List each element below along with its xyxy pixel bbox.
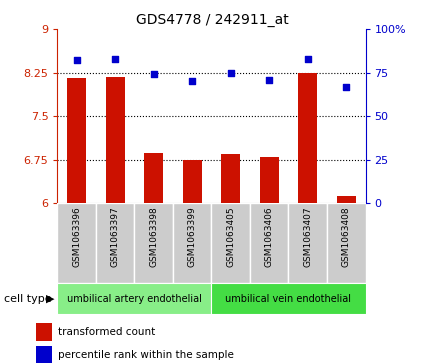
Bar bbox=[96, 203, 134, 283]
Text: percentile rank within the sample: percentile rank within the sample bbox=[58, 350, 234, 360]
Text: GSM1063407: GSM1063407 bbox=[303, 207, 312, 267]
Bar bbox=[67, 78, 86, 203]
Point bbox=[112, 56, 119, 62]
Point bbox=[150, 72, 157, 77]
Point bbox=[189, 78, 196, 84]
Point bbox=[304, 56, 311, 62]
Bar bbox=[260, 158, 279, 203]
Point bbox=[343, 83, 350, 89]
Bar bbox=[221, 155, 240, 203]
Bar bbox=[250, 203, 289, 283]
Bar bbox=[289, 203, 327, 283]
Bar bbox=[57, 203, 96, 283]
Point bbox=[266, 77, 272, 82]
Text: GSM1063396: GSM1063396 bbox=[72, 207, 81, 267]
Bar bbox=[211, 283, 366, 314]
Text: GSM1063406: GSM1063406 bbox=[265, 207, 274, 267]
Text: ▶: ▶ bbox=[46, 294, 54, 303]
Bar bbox=[337, 196, 356, 203]
Point bbox=[227, 70, 234, 76]
Text: GSM1063397: GSM1063397 bbox=[110, 207, 120, 267]
Bar bbox=[173, 203, 211, 283]
Text: cell type: cell type bbox=[4, 294, 52, 303]
Bar bbox=[105, 77, 125, 203]
Bar bbox=[298, 73, 317, 203]
Bar bbox=[134, 203, 173, 283]
Bar bbox=[144, 153, 163, 203]
Bar bbox=[327, 203, 366, 283]
Point bbox=[73, 57, 80, 63]
Text: GSM1063398: GSM1063398 bbox=[149, 207, 158, 267]
Text: GDS4778 / 242911_at: GDS4778 / 242911_at bbox=[136, 13, 289, 27]
Bar bbox=[36, 323, 52, 340]
Text: transformed count: transformed count bbox=[58, 327, 156, 337]
Bar bbox=[211, 203, 250, 283]
Text: umbilical artery endothelial: umbilical artery endothelial bbox=[67, 294, 202, 303]
Text: GSM1063399: GSM1063399 bbox=[188, 207, 197, 267]
Bar bbox=[183, 160, 202, 203]
Bar bbox=[57, 283, 211, 314]
Text: GSM1063405: GSM1063405 bbox=[226, 207, 235, 267]
Text: GSM1063408: GSM1063408 bbox=[342, 207, 351, 267]
Text: umbilical vein endothelial: umbilical vein endothelial bbox=[226, 294, 351, 303]
Bar bbox=[36, 346, 52, 363]
